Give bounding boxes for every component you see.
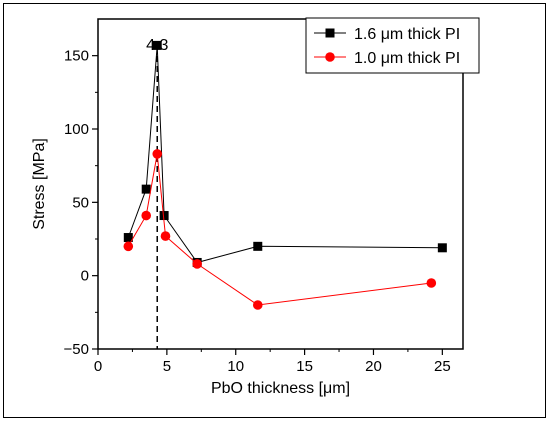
series-line — [127, 45, 443, 264]
x-tick-label: 20 — [365, 358, 382, 375]
y-tick-label: 100 — [64, 121, 89, 138]
x-tick-label: 5 — [163, 358, 171, 375]
x-tick-label: 10 — [227, 358, 244, 375]
y-axis-label: Stress [MPa] — [31, 138, 48, 230]
x-tick-label: 0 — [94, 358, 102, 375]
series-2 — [123, 149, 437, 310]
data-point-circle — [426, 278, 437, 288]
y-tick-label: 150 — [64, 48, 89, 65]
x-tick-label: 15 — [296, 358, 313, 375]
y-tick-label: 50 — [72, 194, 89, 211]
series-layer — [123, 40, 447, 310]
y-tick-label: 0 — [81, 268, 89, 285]
data-point-circle — [192, 259, 202, 269]
legend: 1.6 μm thick PI 1.0 μm thick PI — [305, 17, 480, 74]
data-point-square — [141, 184, 151, 194]
data-point-square — [152, 40, 162, 50]
data-point-circle — [141, 210, 152, 221]
data-point-circle — [123, 241, 134, 252]
plot-area-border — [97, 18, 464, 350]
data-point-circle — [152, 149, 163, 159]
data-point-square — [253, 241, 263, 251]
legend-label: 1.0 μm thick PI — [354, 50, 460, 67]
data-point-circle — [252, 300, 263, 310]
y-tick-label: −50 — [64, 341, 89, 358]
data-point-square — [437, 243, 447, 253]
data-point-square — [123, 233, 133, 243]
x-tick-label: 25 — [434, 358, 451, 375]
legend-label: 1.6 μm thick PI — [354, 26, 460, 43]
legend-marker-square — [325, 28, 335, 38]
axes: 0 5 10 15 20 25 −50 0 50 100 150 — [64, 18, 464, 375]
x-axis-label: PbO thickness [μm] — [211, 380, 350, 397]
legend-box — [305, 17, 480, 74]
data-point-circle — [160, 231, 171, 241]
series-1 — [123, 40, 447, 267]
data-point-square — [159, 211, 169, 221]
legend-marker-circle — [325, 52, 335, 62]
